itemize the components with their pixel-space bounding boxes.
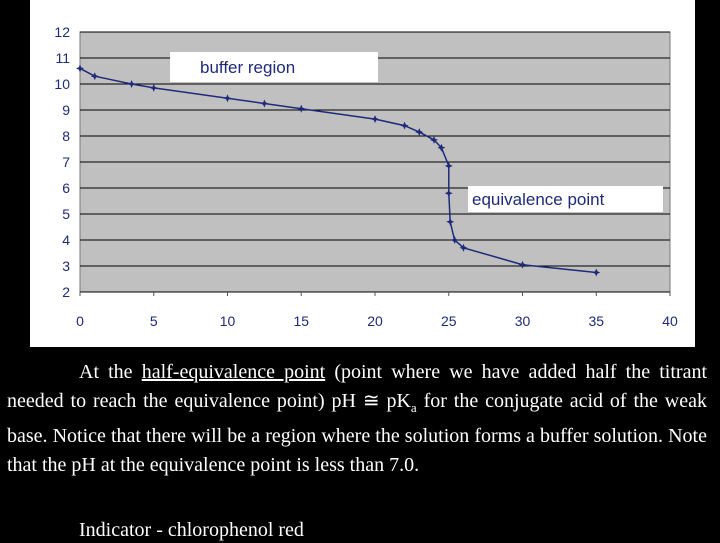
x-tick-label: 30 [515,313,531,329]
equivalence-point-label: equivalence point [472,190,605,209]
x-tick-label: 25 [441,313,457,329]
pka-subscript: a [410,400,417,415]
data-point-marker [518,260,527,269]
x-tick-label: 35 [588,313,604,329]
y-tick-label: 12 [54,24,70,40]
data-point-marker [459,243,468,252]
y-tick-label: 9 [62,102,70,118]
data-point-marker [297,104,306,113]
caption-part-3: pK [379,390,411,412]
x-tick-label: 20 [367,313,383,329]
data-point-marker [592,268,601,277]
data-point-marker [430,135,438,144]
x-tick-label: 0 [76,313,84,329]
y-tick-label: 6 [62,180,70,196]
equivalence-point-box [468,186,663,212]
data-point-marker [400,121,409,130]
data-point-marker [437,143,446,152]
data-point-marker [371,115,379,124]
x-tick-label: 40 [662,313,678,329]
y-tick-label: 7 [62,154,70,170]
caption-paragraph: At the half-equivalence point (point whe… [7,358,707,480]
x-tick-label: 15 [293,313,309,329]
data-point-marker [90,72,99,81]
data-point-marker [450,236,459,244]
data-point-marker [127,80,136,88]
indicator-line: Indicator - chlorophenol red [79,519,304,541]
data-point-marker [223,94,232,103]
data-point-marker [149,83,158,92]
caption-part-2: (point where we have added half the titr… [7,361,707,412]
buffer-region-label: buffer region [200,58,295,77]
caption-part-4: for the conjugate acid of the weak base.… [7,390,707,476]
x-tick-label: 10 [220,313,236,329]
data-point-marker [446,217,455,226]
caption-part-1: At the [79,361,142,383]
y-tick-label: 3 [62,258,70,274]
x-tick-label: 5 [150,313,158,329]
y-tick-label: 8 [62,128,70,144]
data-point-marker [415,128,424,137]
half-equivalence-term: half-equivalence point [141,361,326,383]
data-point-marker [260,99,269,108]
data-point-marker [76,64,84,73]
data-point-marker [444,161,453,170]
y-tick-label: 5 [62,206,70,222]
titration-chart: 2 3 4 5 6 7 8 9 10 11 12 0 5 10 15 20 25 30 35 40 buffer re… [30,0,695,347]
y-tick-label: 2 [62,284,70,300]
buffer-region-box [170,52,378,82]
y-tick-label: 10 [54,76,70,92]
approx-equal-symbol: ≅ [362,390,380,412]
y-tick-label: 4 [62,232,70,248]
y-tick-label: 11 [55,50,70,66]
chart-svg: 2 3 4 5 6 7 8 9 10 11 12 0 5 10 15 20 25 30 35 40 buffer re… [54,24,678,329]
data-point-marker [444,189,453,198]
